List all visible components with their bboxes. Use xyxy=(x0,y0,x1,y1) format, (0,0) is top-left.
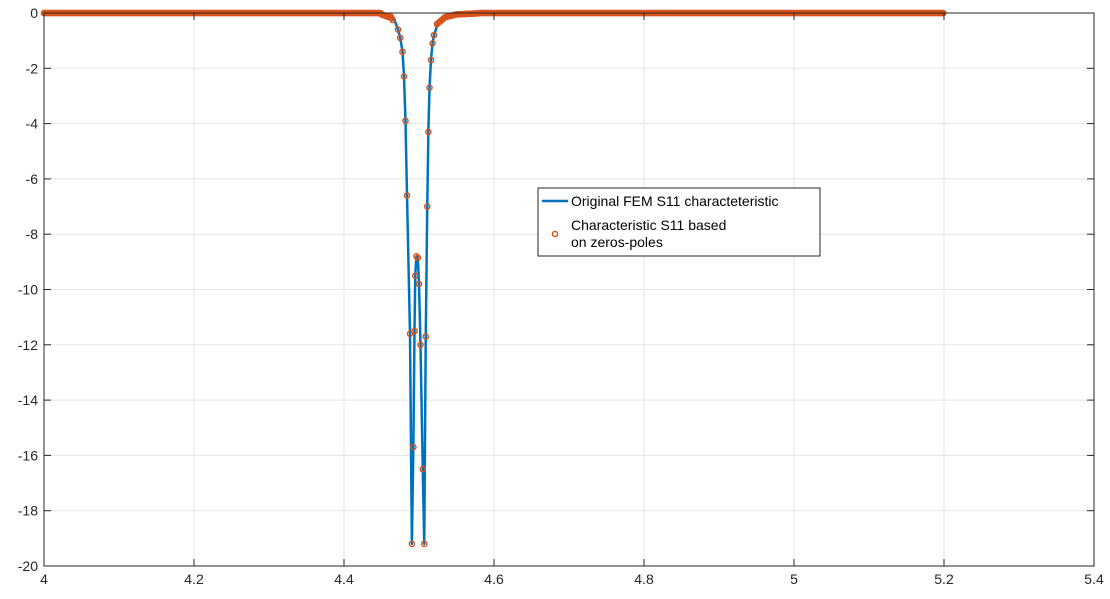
x-tick-label: 5.4 xyxy=(1084,571,1104,587)
y-axis: 0 -2 -4 -6 -8 -10 -12 -14 -16 -18 -20 xyxy=(18,5,1094,574)
y-tick-label: -2 xyxy=(26,60,39,76)
series-marker-point xyxy=(399,48,406,56)
series-marker-point xyxy=(394,26,402,33)
series-marker-point xyxy=(402,117,409,125)
series-marker-point xyxy=(410,443,417,451)
x-tick-label: 4.2 xyxy=(184,571,204,587)
x-tick-label: 4.8 xyxy=(634,571,654,587)
x-tick-label: 5.2 xyxy=(934,571,954,587)
y-tick-label: -4 xyxy=(26,116,39,132)
series-marker-point xyxy=(411,272,419,279)
legend-marker-swatch xyxy=(551,230,559,238)
series-marker-point xyxy=(425,128,432,136)
x-axis: 4 4.2 4.4 4.6 4.8 5 5.2 5.4 xyxy=(40,13,1104,587)
x-tick-label: 5 xyxy=(790,571,798,587)
y-tick-label: -20 xyxy=(18,558,38,574)
series-marker-point xyxy=(411,327,418,335)
series-marker-point xyxy=(413,253,420,260)
series-marker-point xyxy=(400,73,408,80)
legend-entry-1-label: Original FEM S11 characteteristic xyxy=(571,193,778,209)
series-marker-point xyxy=(406,330,414,338)
series-marker-point xyxy=(396,34,404,42)
x-tick-label: 4.4 xyxy=(334,571,354,587)
series-marker-point xyxy=(403,192,411,199)
series-marker-point xyxy=(422,333,430,340)
series-marker-point xyxy=(389,16,397,24)
y-tick-label: 0 xyxy=(30,5,38,21)
series-marker-point xyxy=(408,540,416,548)
series-marker-point xyxy=(426,84,433,91)
y-tick-label: -18 xyxy=(18,503,38,519)
series-line-group xyxy=(43,11,945,546)
series-marker-point xyxy=(414,254,422,262)
y-tick-label: -8 xyxy=(26,226,39,242)
y-tick-label: -10 xyxy=(18,282,38,298)
series-marker-point xyxy=(427,56,435,64)
series-marker-point xyxy=(429,40,436,47)
x-tick-label: 4.6 xyxy=(484,571,504,587)
legend-entry-2-label-line-2: on zeros-poles xyxy=(571,234,663,250)
y-tick-label: -16 xyxy=(18,447,38,463)
legend-box xyxy=(537,187,821,257)
x-tick-label: 4 xyxy=(40,571,48,587)
series-marker-point xyxy=(423,203,431,210)
series-marker-point xyxy=(417,341,424,349)
y-tick-label: -14 xyxy=(18,392,38,408)
y-tick-label: -12 xyxy=(18,337,38,353)
y-tick-label: -6 xyxy=(26,171,39,187)
series-marker-point xyxy=(430,31,438,39)
legend: Original FEM S11 characteteristic Charac… xyxy=(537,187,821,257)
legend-entry-2-label-line-1: Characteristic S11 based xyxy=(571,217,726,233)
series-marker-point xyxy=(420,540,428,548)
series-line-fem xyxy=(43,11,945,546)
series-marker-point xyxy=(419,465,427,473)
series-marker-point xyxy=(415,280,423,288)
